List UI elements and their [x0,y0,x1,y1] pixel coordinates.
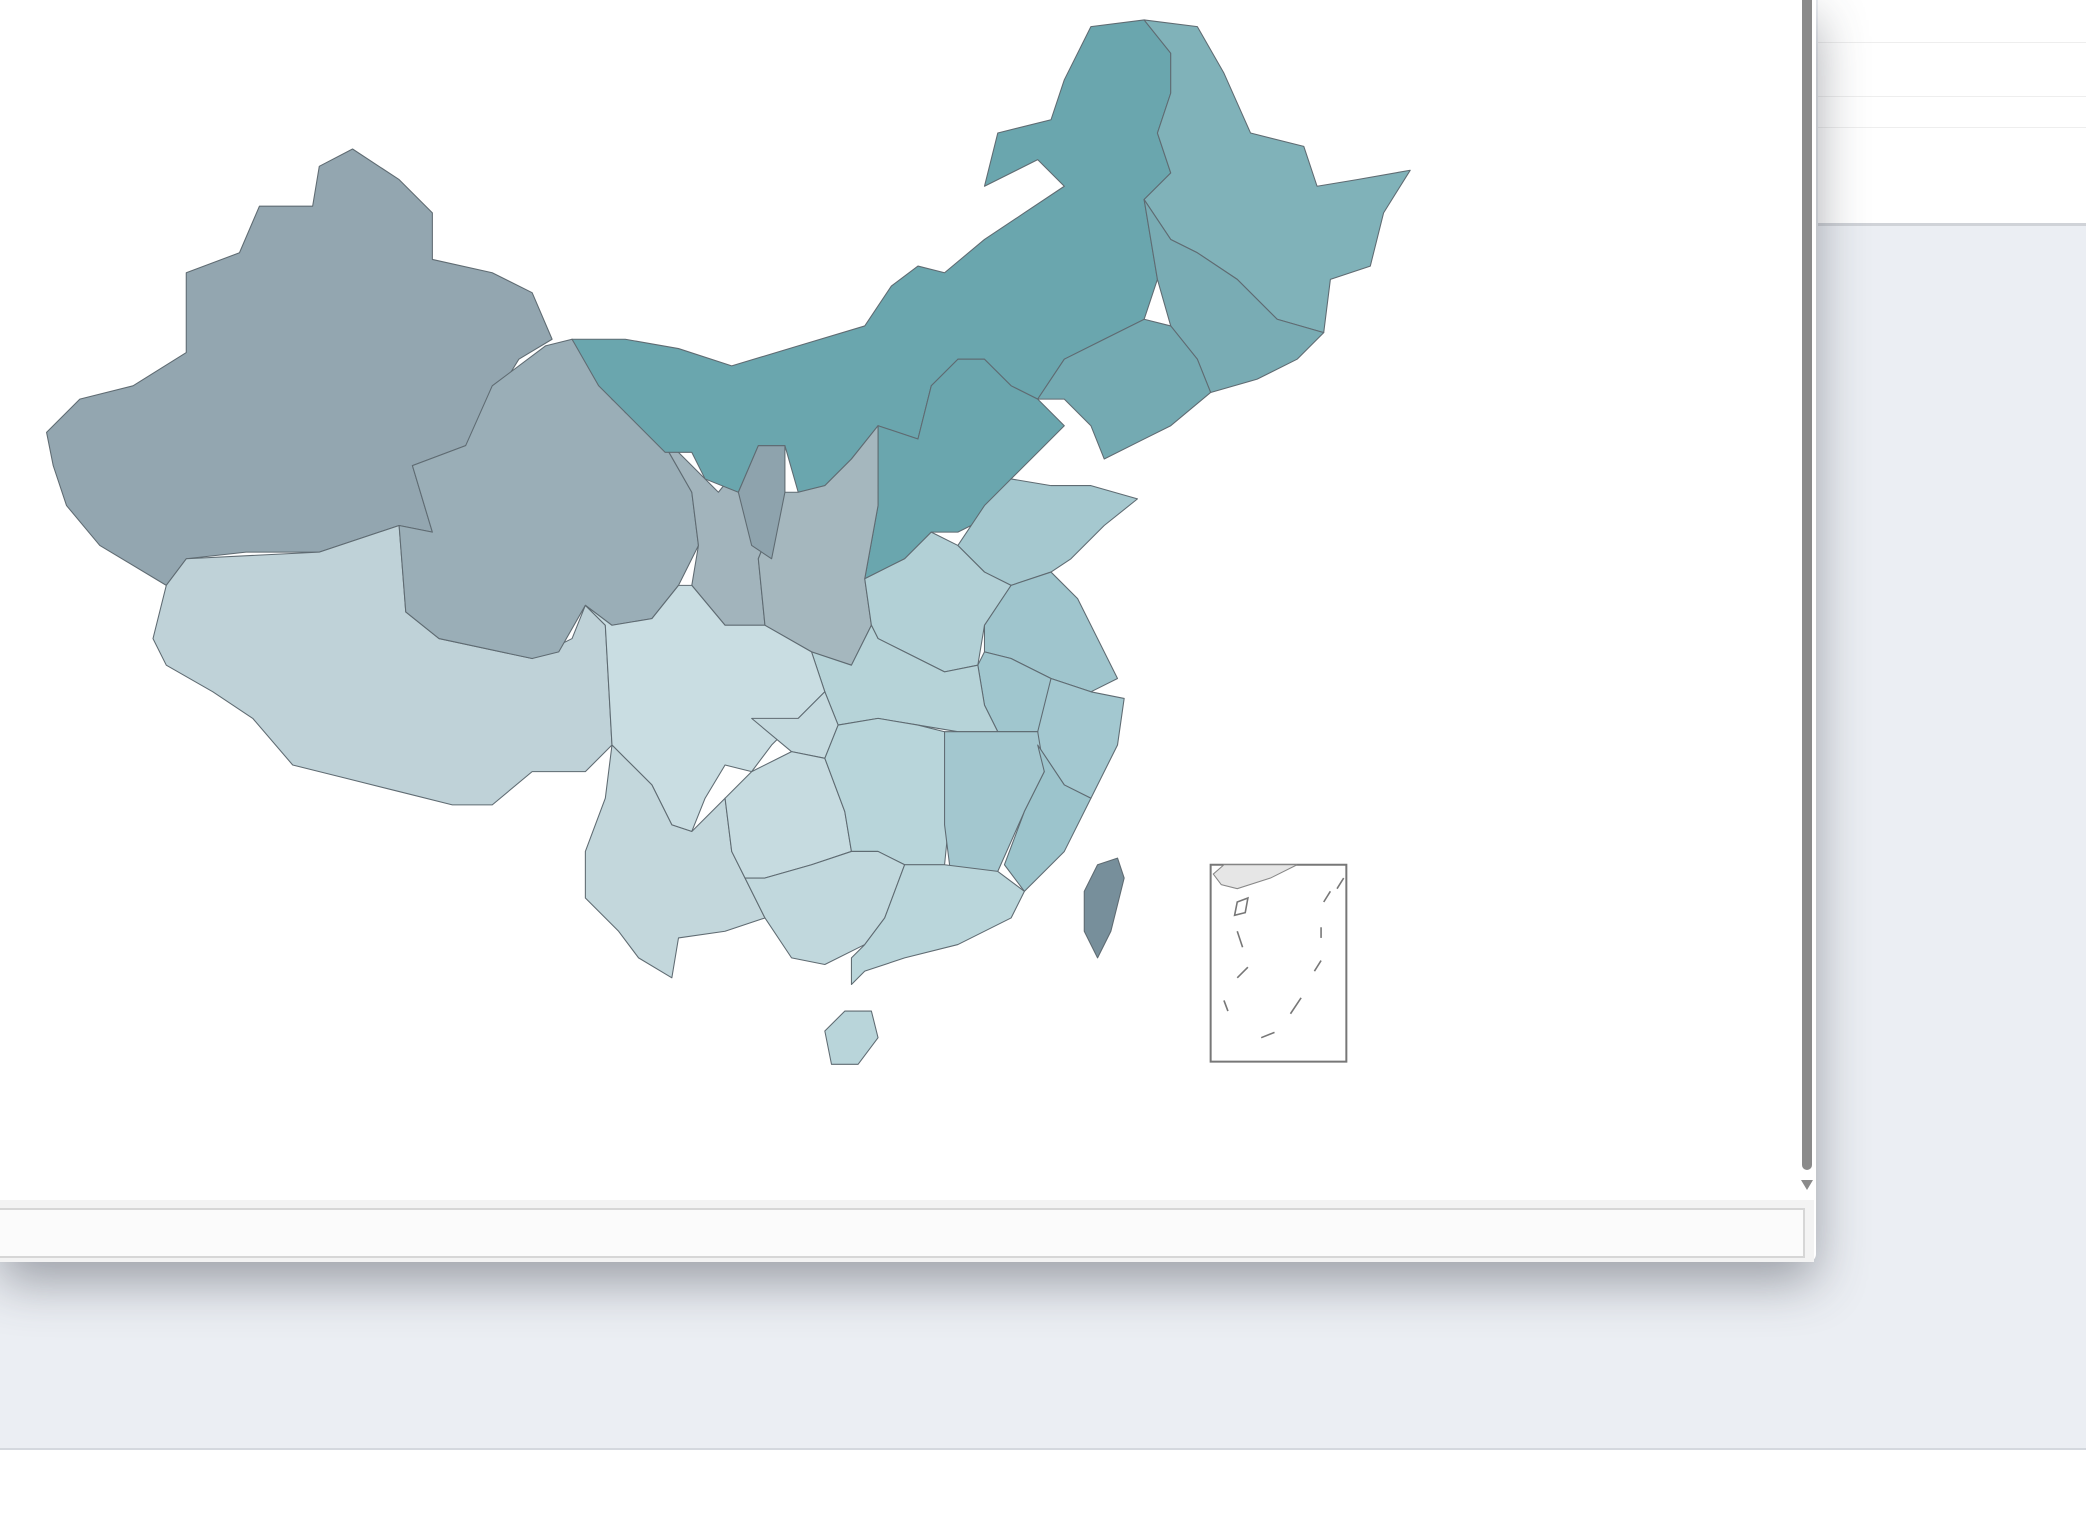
scroll-down-arrow-icon[interactable] [1801,1180,1813,1190]
south-china-sea-inset [1209,863,1348,1063]
map-canvas[interactable] [0,0,1800,1200]
island-marker [1313,960,1322,972]
status-bar [0,1200,1814,1262]
island-marker [1233,896,1249,917]
island-marker [1260,1031,1275,1039]
region-hainan[interactable] [824,1010,879,1065]
map-window [0,0,1816,1262]
region-yunnan[interactable] [584,744,766,979]
side-panel [1818,0,2086,226]
region-heilongjiang[interactable] [1143,19,1411,334]
status-field [0,1208,1805,1258]
china-choropleth-map [46,19,1411,1065]
panel-divider [1818,96,2086,97]
bottom-strip [0,1448,2086,1520]
vertical-scrollbar[interactable] [1800,0,1814,1200]
region-inner-mongolia[interactable] [571,19,1172,493]
region-taiwan[interactable] [1083,857,1125,959]
panel-divider [1818,42,2086,43]
region-guangxi[interactable] [744,850,906,966]
region-ningxia[interactable] [737,445,786,560]
island-marker [1236,931,1244,948]
region-liaoning[interactable] [1037,318,1212,460]
panel-divider [1818,127,2086,128]
island-marker [1236,966,1249,979]
island-marker [1323,890,1332,903]
region-guangdong[interactable] [850,864,1025,986]
scrollbar-thumb[interactable] [1802,0,1812,1170]
island-marker [1289,997,1302,1015]
island-marker [1336,877,1345,890]
island-marker [1223,1000,1229,1012]
